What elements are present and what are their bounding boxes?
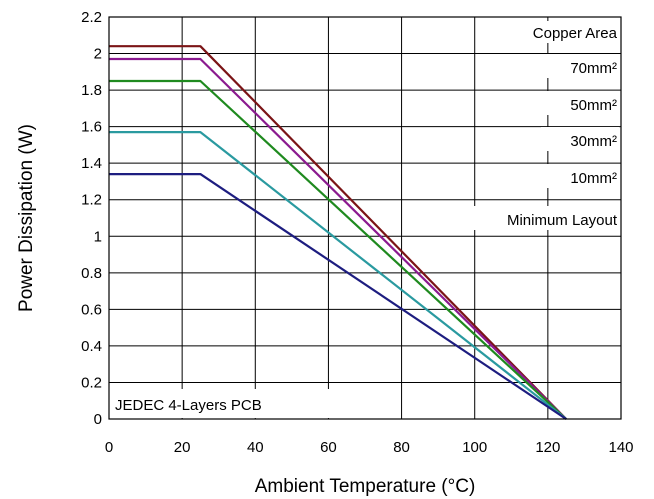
series-lines — [109, 45, 567, 420]
plot-frame — [108, 16, 622, 420]
x-tick-label: 120 — [535, 439, 560, 456]
x-tick-label: 80 — [393, 439, 410, 456]
series-line — [109, 45, 567, 420]
grid-lines — [108, 16, 622, 420]
y-tick-label: 0.2 — [81, 374, 102, 391]
y-tick-label: 1 — [94, 228, 102, 245]
y-tick-label: 1.4 — [81, 155, 102, 172]
y-tick-label: 0.6 — [81, 301, 102, 318]
legend-entry-box — [457, 206, 619, 230]
x-tick-label: 40 — [247, 439, 264, 456]
y-tick-label: 2.2 — [81, 9, 102, 26]
y-tick-label: 0.8 — [81, 265, 102, 282]
legend-title: Copper Area — [533, 25, 618, 42]
legend-title-box — [483, 21, 619, 43]
y-tick-label: 1.6 — [81, 119, 102, 136]
x-tick-label: 20 — [174, 439, 191, 456]
legend-entry-box — [541, 127, 619, 151]
y-tick-label: 0 — [94, 411, 102, 428]
legend-entry-box — [541, 91, 619, 115]
y-axis-title: Power Dissipation (W) — [16, 124, 37, 312]
series-line — [109, 57, 567, 420]
series-line — [109, 173, 567, 420]
x-axis-title: Ambient Temperature (°C) — [255, 476, 476, 497]
x-tick-label: 60 — [320, 439, 337, 456]
annotation-background — [110, 389, 330, 418]
y-tick-label: 0.4 — [81, 338, 102, 355]
x-tick-label: 0 — [105, 439, 113, 456]
legend-entry: 10mm² — [570, 170, 617, 187]
tick-labels: 0 20 40 60 80 100 120 140 0 0.2 0.4 0.6 0.8 1 1.2 1.4 1.… — [81, 9, 633, 456]
legend: Copper Area 70mm² 50mm² 30mm² 10mm² Minimum L… — [457, 21, 619, 230]
y-tick-label: 1.2 — [81, 192, 102, 209]
annotation-text: JEDEC 4-Layers PCB — [115, 397, 262, 414]
y-tick-label: 1.8 — [81, 82, 102, 99]
legend-entry: Minimum Layout — [507, 212, 618, 229]
legend-entry-box — [541, 164, 619, 188]
x-tick-label: 140 — [608, 439, 633, 456]
legend-entry-box — [541, 54, 619, 78]
series-line — [109, 131, 567, 420]
x-tick-label: 100 — [462, 439, 487, 456]
series-line — [109, 79, 567, 420]
legend-entry: 30mm² — [570, 133, 617, 150]
y-tick-label: 2 — [94, 46, 102, 63]
annotation-box: JEDEC 4-Layers PCB — [110, 389, 330, 418]
legend-entry: 50mm² — [570, 97, 617, 114]
legend-entry: 70mm² — [570, 60, 617, 77]
